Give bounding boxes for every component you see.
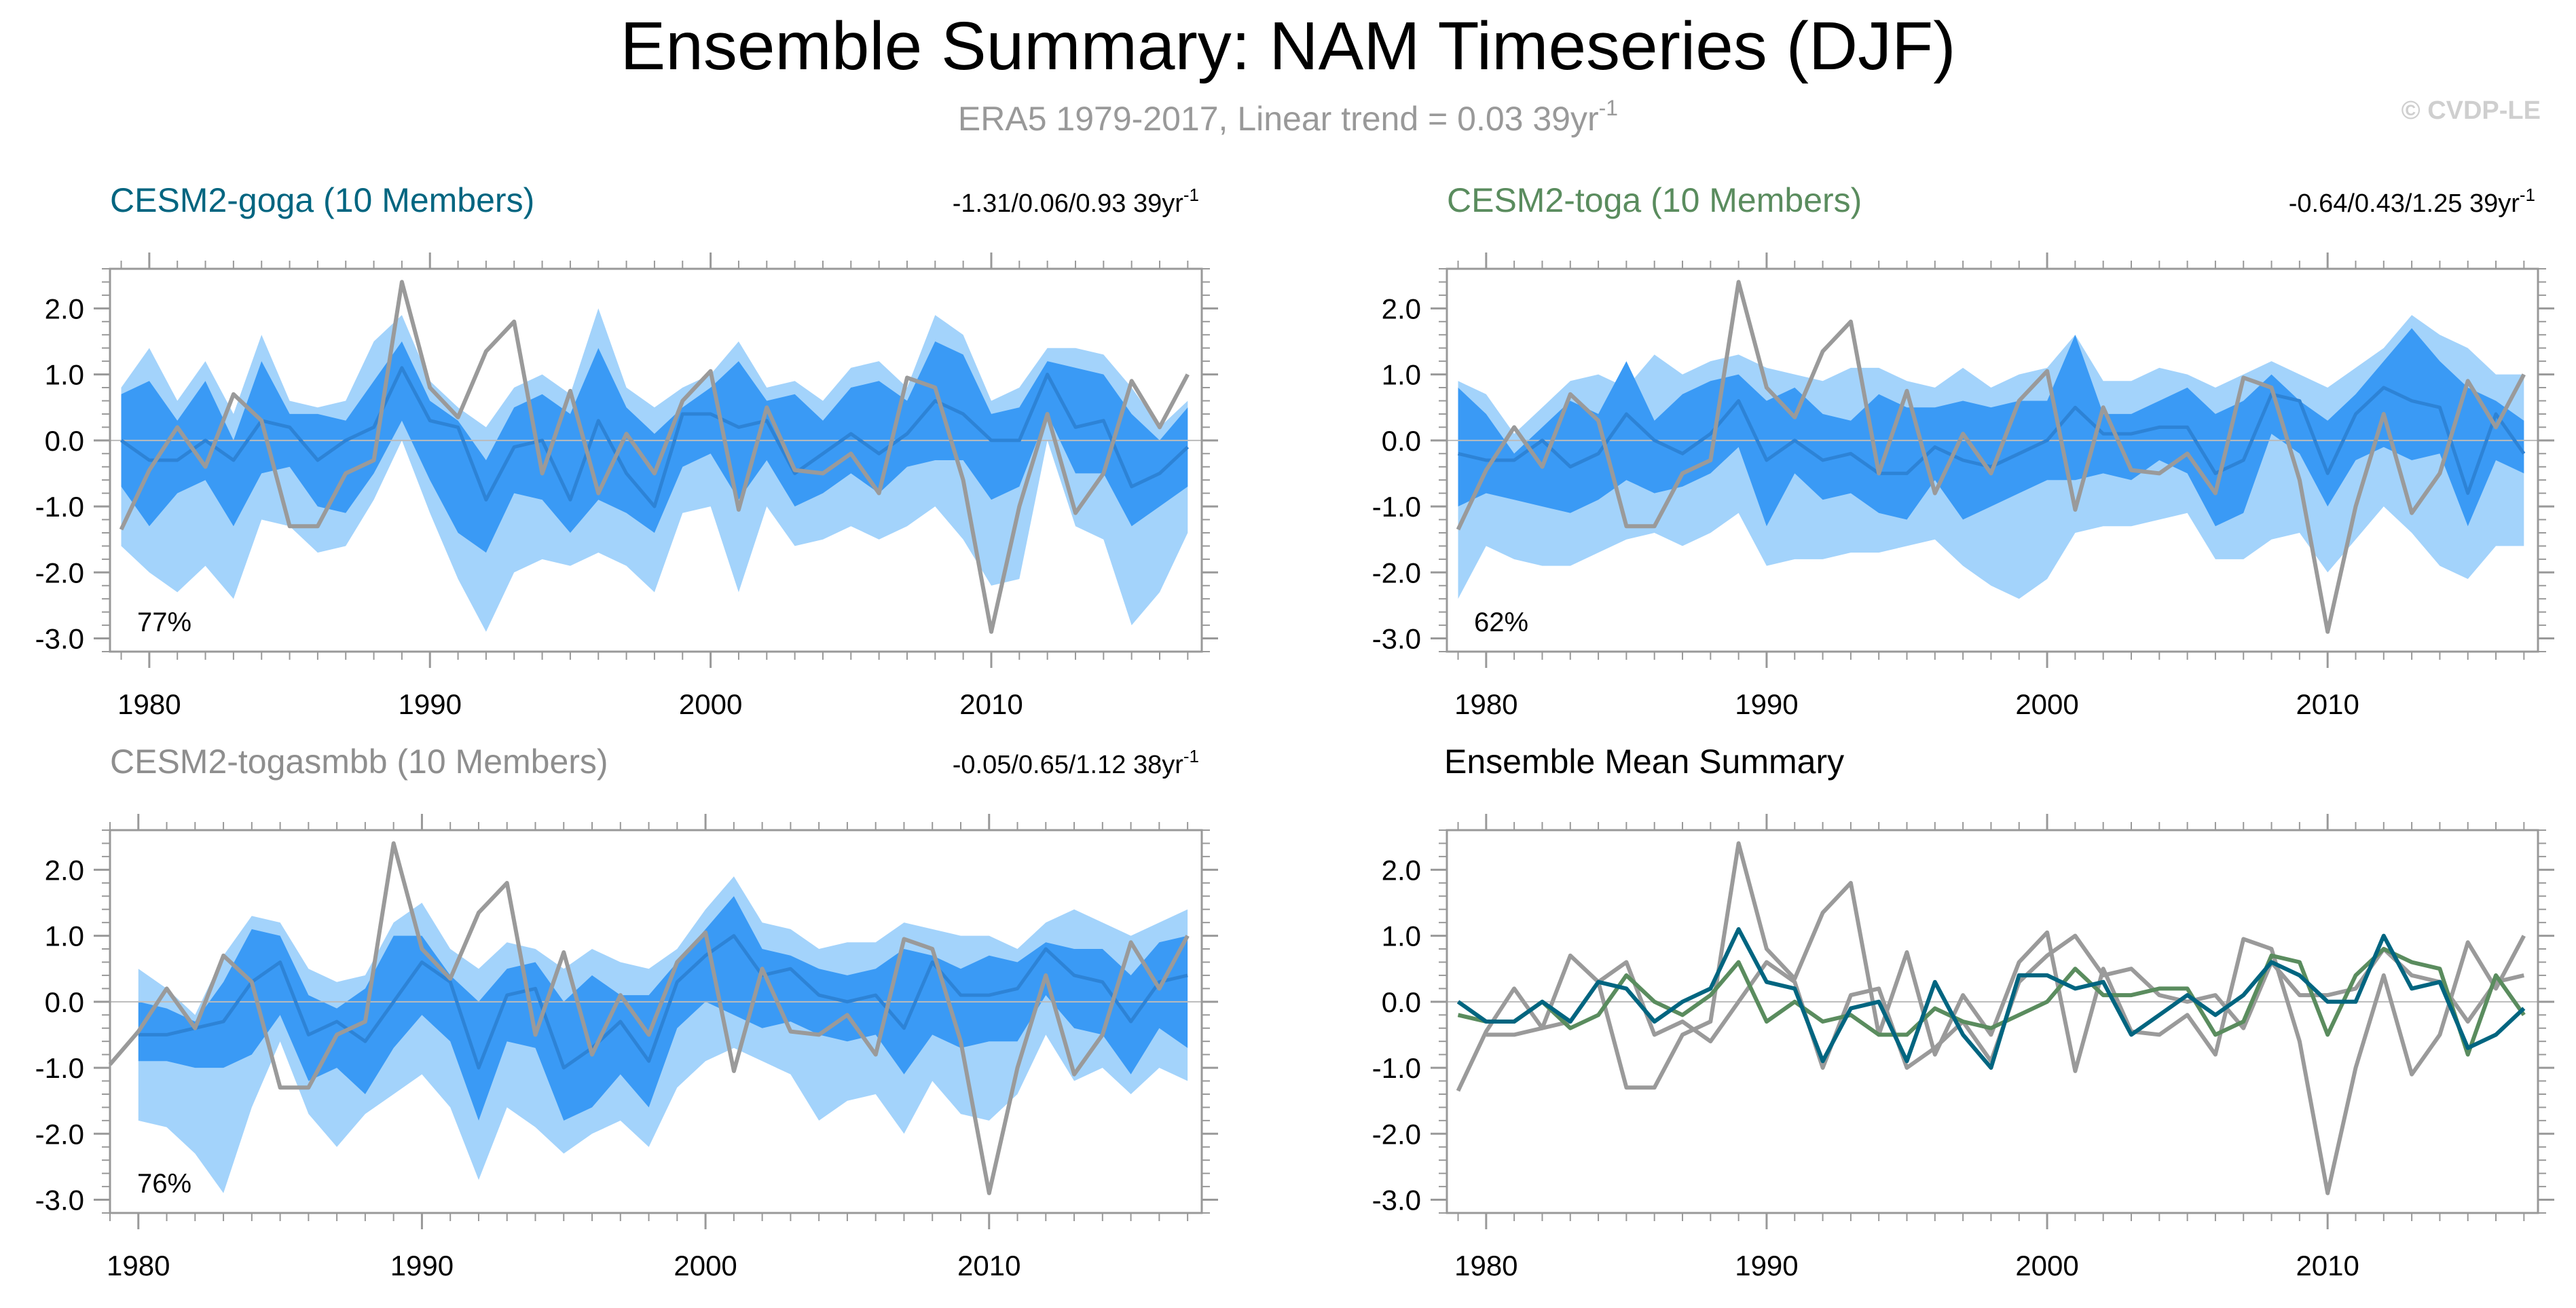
y-tick-label: 1.0 xyxy=(45,359,84,391)
panel-stats: -0.64/0.43/1.25 39yr-1 xyxy=(2289,185,2535,218)
y-tick-label: 0.0 xyxy=(45,986,84,1018)
x-tick-label: 1980 xyxy=(1454,688,1517,720)
y-tick-label: 0.0 xyxy=(1382,986,1421,1018)
y-tick-label: -2.0 xyxy=(35,1118,84,1150)
percent-label: 62% xyxy=(1474,608,1528,637)
y-tick-label: 1.0 xyxy=(1382,359,1421,391)
panel-title: CESM2-toga (10 Members) xyxy=(1447,181,1862,219)
figure-subtitle: ERA5 1979-2017, Linear trend = 0.03 39yr… xyxy=(958,96,1618,138)
x-tick-label: 2000 xyxy=(674,1250,737,1282)
panel-ensemble-mean-summary: 2.0 1.0 0.0 -1.0 -2.0 -3.0 1980 1990 2000 2010 Ens… xyxy=(1372,743,2554,1282)
y-tick-label: -2.0 xyxy=(35,557,84,588)
series-line-cesm2-goga xyxy=(1456,927,2526,1070)
y-tick-label: 2.0 xyxy=(45,854,84,886)
observed-era5-line xyxy=(119,280,1190,634)
x-tick-label: 1990 xyxy=(399,688,462,720)
subtitle-exponent: -1 xyxy=(1599,96,1618,120)
x-tick-label: 1980 xyxy=(117,688,181,720)
y-tick-label: 0.0 xyxy=(1382,425,1421,457)
y-tick-label: 2.0 xyxy=(1382,293,1421,324)
plot-frame xyxy=(109,267,1203,653)
y-tick-label: 2.0 xyxy=(1382,854,1421,886)
x-tick-label: 2000 xyxy=(679,688,742,720)
panel-stats: -1.31/0.06/0.93 39yr-1 xyxy=(953,185,1199,218)
y-tick-label: -3.0 xyxy=(35,623,84,655)
y-tick-label: 1.0 xyxy=(45,920,84,952)
y-tick-label: -2.0 xyxy=(1372,1118,1421,1150)
x-tick-label: 2010 xyxy=(2296,688,2359,720)
y-tick-label: -1.0 xyxy=(1372,1052,1421,1084)
series-line-era5 xyxy=(1456,841,2526,1195)
x-tick-label: 2010 xyxy=(2296,1250,2359,1282)
series-line-cesm2-toga xyxy=(1457,947,2526,1057)
panel-stats: -0.05/0.65/1.12 38yr-1 xyxy=(953,746,1199,779)
x-tick-label: 1990 xyxy=(390,1250,454,1282)
panel-title: Ensemble Mean Summary xyxy=(1444,743,1844,781)
panel-title: CESM2-togasmbb (10 Members) xyxy=(110,743,608,781)
plot-frame xyxy=(1446,267,2539,653)
x-tick-label: 2000 xyxy=(2015,688,2078,720)
y-tick-label: 2.0 xyxy=(45,293,84,324)
x-tick-label: 1980 xyxy=(107,1250,170,1282)
y-tick-label: -3.0 xyxy=(35,1184,84,1216)
plot-frame xyxy=(1446,829,2539,1214)
y-tick-label: -3.0 xyxy=(1372,1184,1421,1216)
panel-togasmbb: 2.0 1.0 0.0 -1.0 -2.0 -3.0 1980 1990 2000 2010 CES… xyxy=(35,743,1218,1282)
subtitle-text: ERA5 1979-2017, Linear trend = 0.03 39yr xyxy=(958,100,1599,138)
panel-stats-exponent: -1 xyxy=(1183,185,1199,205)
x-tick-label: 2010 xyxy=(959,688,1023,720)
band-10-90-percentile xyxy=(1458,328,2524,527)
observed-era5-line xyxy=(1456,280,2526,634)
panel-stats-text: -1.31/0.06/0.93 39yr xyxy=(953,189,1183,218)
figure-title: Ensemble Summary: NAM Timeseries (DJF) xyxy=(621,8,1956,84)
panel-stats-exponent: -1 xyxy=(1183,746,1199,766)
panel-goga: 2.0 1.0 0.0 -1.0 -2.0 -3.0 1980 1990 2000 2010 CES… xyxy=(35,181,1218,720)
ensemble-mean-line xyxy=(1457,386,2526,496)
y-tick-label: 1.0 xyxy=(1382,920,1421,952)
ensemble-mean-line xyxy=(138,934,1188,1070)
panel-stats-text: -0.64/0.43/1.25 39yr xyxy=(2289,189,2520,218)
y-tick-label: -2.0 xyxy=(1372,557,1421,588)
observed-era5-line xyxy=(108,841,1190,1195)
x-tick-label: 1980 xyxy=(1454,1250,1517,1282)
y-tick-label: -1.0 xyxy=(1372,491,1421,523)
panel-toga: 2.0 1.0 0.0 -1.0 -2.0 -3.0 1980 1990 2000 2010 CES… xyxy=(1372,181,2554,720)
y-tick-label: -1.0 xyxy=(35,491,84,523)
y-tick-label: 0.0 xyxy=(45,425,84,457)
x-tick-label: 2010 xyxy=(957,1250,1020,1282)
panel-stats-text: -0.05/0.65/1.12 38yr xyxy=(953,751,1183,779)
plot-frame xyxy=(109,829,1203,1214)
ensemble-mean-line xyxy=(120,366,1190,508)
percent-label: 76% xyxy=(137,1169,191,1199)
watermark: © CVDP-LE xyxy=(2402,96,2541,125)
y-tick-label: -1.0 xyxy=(35,1052,84,1084)
panel-title: CESM2-goga (10 Members) xyxy=(110,181,534,219)
y-tick-label: -3.0 xyxy=(1372,623,1421,655)
x-tick-label: 1990 xyxy=(1735,688,1798,720)
band-10-90-percentile xyxy=(138,896,1188,1121)
x-tick-label: 1990 xyxy=(1735,1250,1798,1282)
x-tick-label: 2000 xyxy=(2015,1250,2078,1282)
panel-stats-exponent: -1 xyxy=(2520,185,2535,205)
percent-label: 77% xyxy=(137,608,191,637)
